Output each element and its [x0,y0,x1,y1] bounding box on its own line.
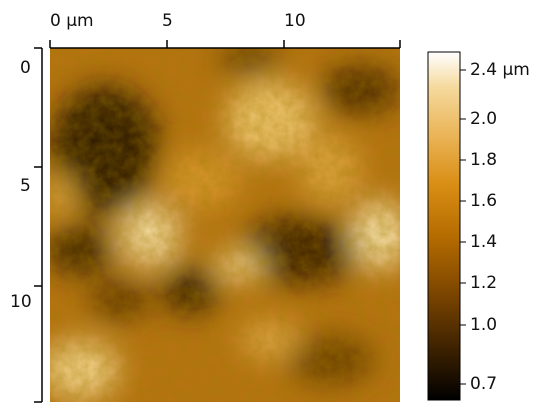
top-tick-10: 10 [284,11,306,31]
height-map [50,48,400,402]
colorbar-label: 2.0 [470,109,498,129]
colorbar [427,51,461,401]
top-tick-0: 0 µm [50,11,94,31]
colorbar-label: 1.4 [470,232,498,252]
top-axis-unit: µm [66,11,94,31]
top-tick-5: 5 [162,11,173,31]
colorbar-label-min: 0.7 [470,374,498,394]
left-tick-0: 0 [20,58,31,78]
colorbar-ticks [460,69,466,385]
left-axis [34,47,43,403]
colorbar-label: 1.0 [470,315,498,335]
left-tick-5: 5 [20,176,31,196]
left-tick-10: 10 [10,292,32,312]
colorbar-label-max: 2.4 µm [470,60,530,80]
top-axis [49,40,401,49]
colorbar-label: 1.6 [470,191,498,211]
colorbar-label: 1.8 [470,150,498,170]
colorbar-label: 1.2 [470,273,498,293]
